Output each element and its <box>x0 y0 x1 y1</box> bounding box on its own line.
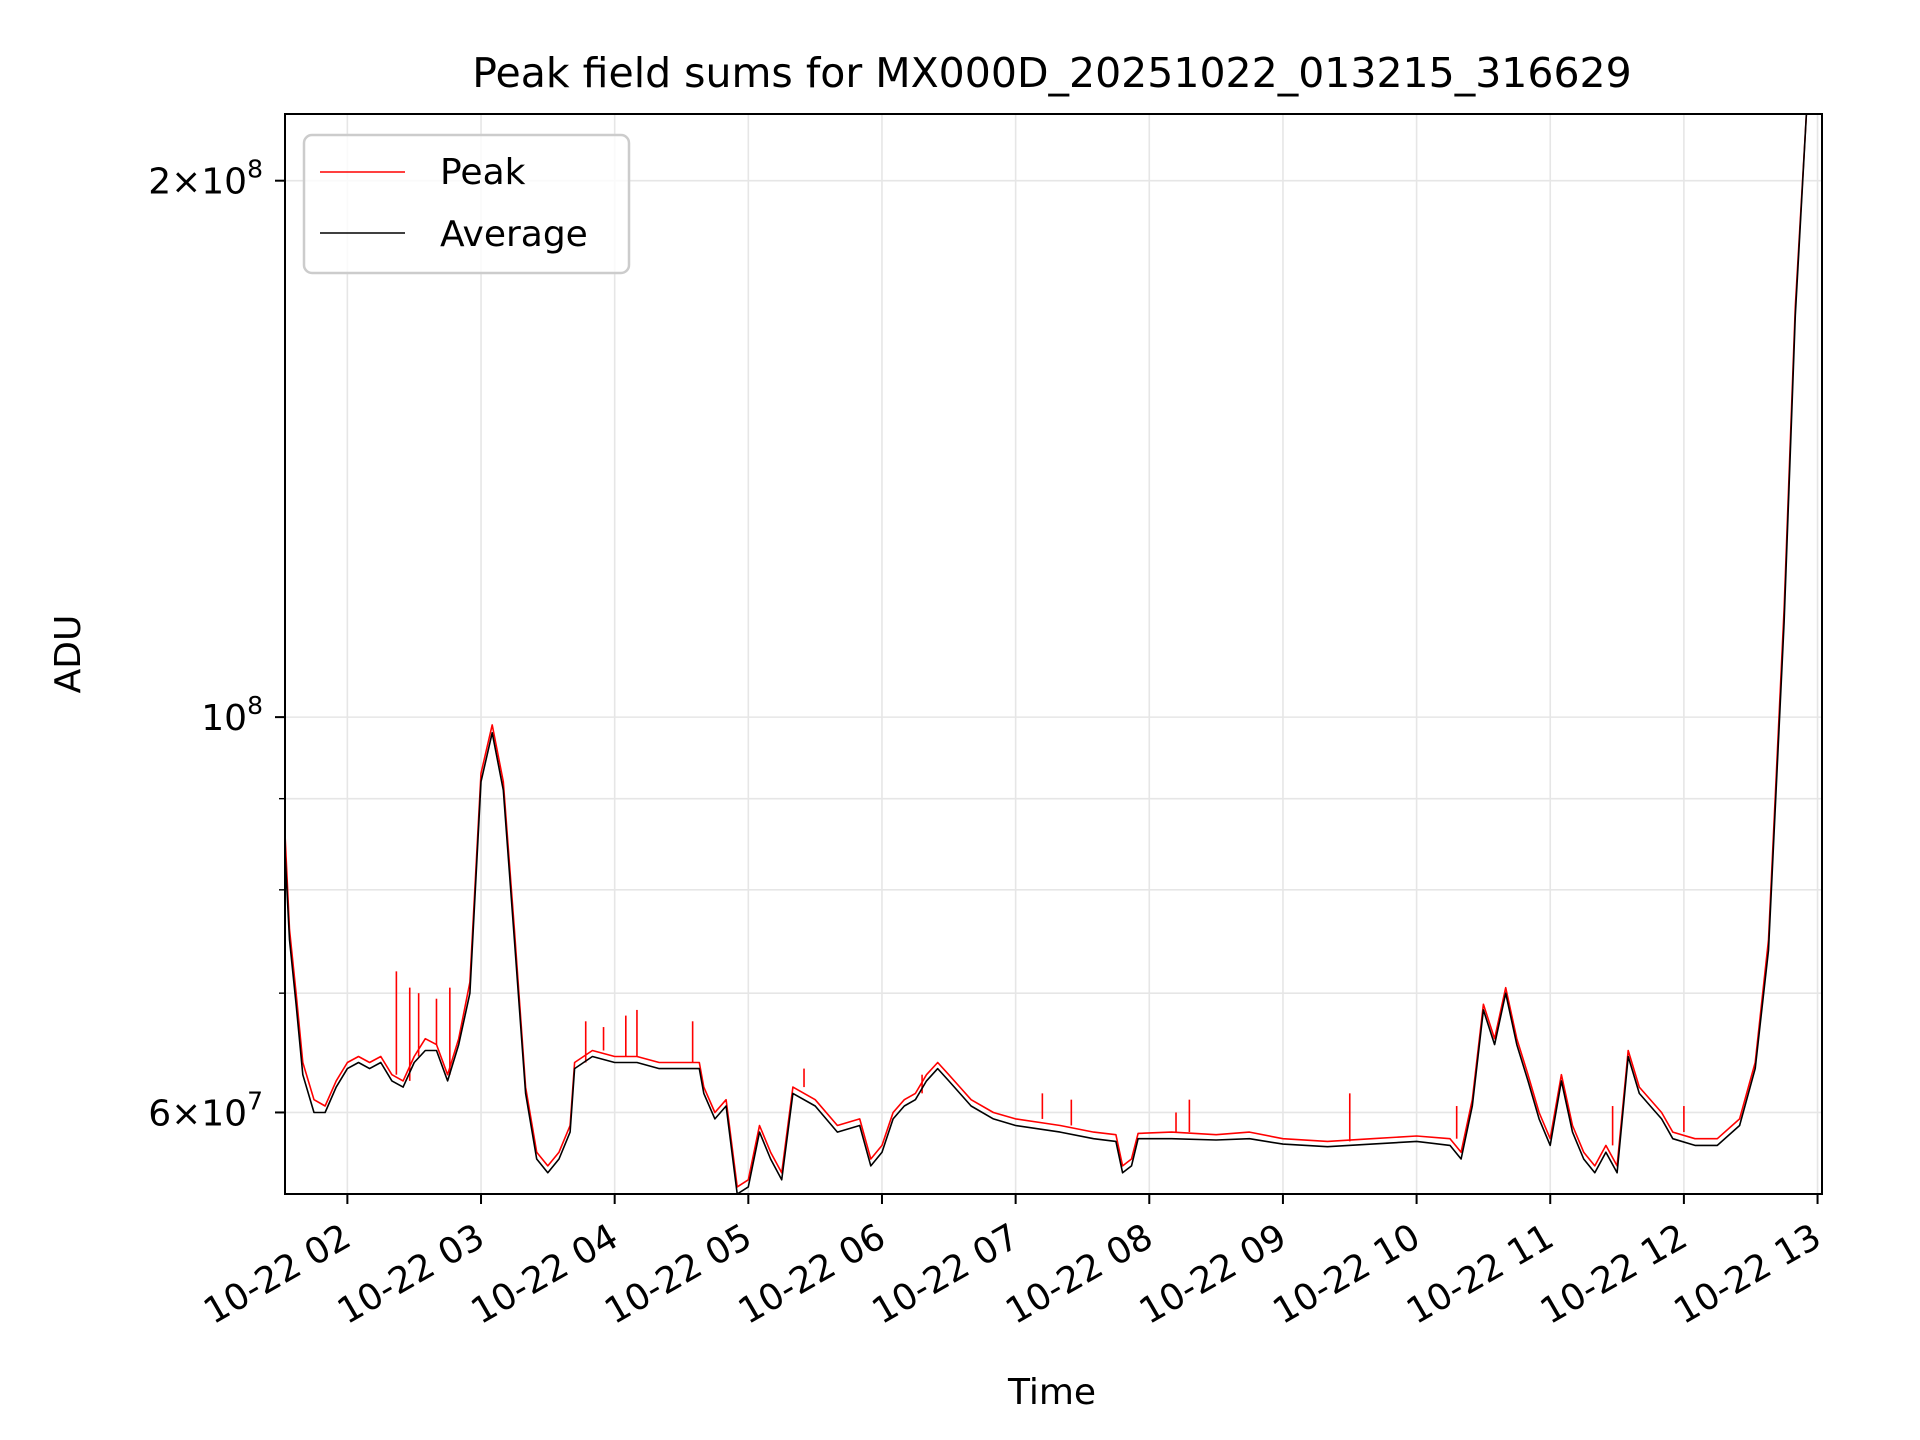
series-line-peak <box>285 114 1808 1188</box>
y-tick-label: 108 <box>201 691 263 739</box>
y-tick-label: 2×108 <box>148 155 263 203</box>
plot-frame <box>284 113 1823 1195</box>
y-axis-ticks: 6×107 108 2×108 <box>148 155 285 1134</box>
legend-label-peak: Peak <box>440 152 526 193</box>
legend-label-average: Average <box>440 214 588 255</box>
y-tick-label: 6×107 <box>148 1086 263 1134</box>
series-layer <box>285 114 1808 1194</box>
legend-box <box>302 133 631 275</box>
y-axis-label: ADU <box>48 615 89 694</box>
series-line-average <box>285 114 1808 1194</box>
chart-title: Peak field sums for MX000D_20251022_0132… <box>472 49 1631 97</box>
grid-lines <box>285 114 1822 1194</box>
x-axis-label: Time <box>1007 1372 1096 1413</box>
legend: Peak Average <box>302 133 631 275</box>
